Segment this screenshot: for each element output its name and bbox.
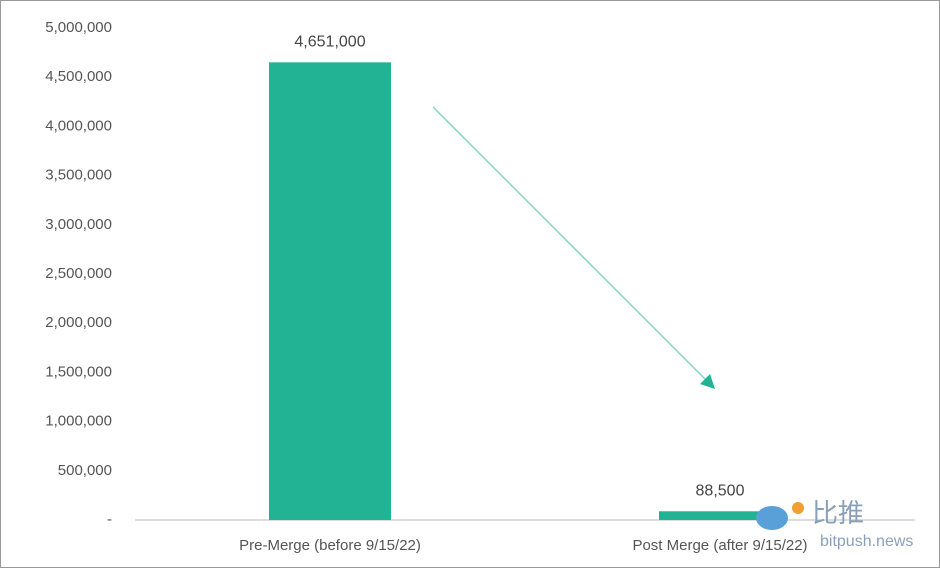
y-tick-label: - (107, 511, 112, 528)
watermark-logo (756, 506, 788, 530)
bar (269, 62, 391, 520)
y-tick-label: 2,500,000 (45, 265, 112, 282)
x-tick-label: Post Merge (after 9/15/22) (632, 537, 807, 554)
watermark-site: bitpush.news (820, 533, 913, 550)
y-tick-label: 5,000,000 (45, 19, 112, 36)
value-label: 88,500 (696, 483, 745, 500)
trend-arrow (432, 106, 708, 382)
x-tick-label: Pre-Merge (before 9/15/22) (239, 537, 421, 554)
bar (659, 511, 781, 520)
y-tick-label: 2,000,000 (45, 314, 112, 331)
y-tick-label: 500,000 (58, 462, 112, 479)
arrow-head (700, 374, 715, 389)
y-tick-label: 3,000,000 (45, 216, 112, 233)
y-tick-label: 4,000,000 (45, 117, 112, 134)
y-tick-label: 4,500,000 (45, 68, 112, 85)
watermark: 比推 bitpush.news (756, 498, 913, 550)
value-label: 4,651,000 (294, 34, 365, 51)
watermark-brand: 比推 (812, 498, 864, 528)
y-tick-label: 3,500,000 (45, 167, 112, 184)
y-tick-label: 1,500,000 (45, 363, 112, 380)
y-tick-label: 1,000,000 (45, 413, 112, 430)
watermark-coin (792, 502, 804, 514)
